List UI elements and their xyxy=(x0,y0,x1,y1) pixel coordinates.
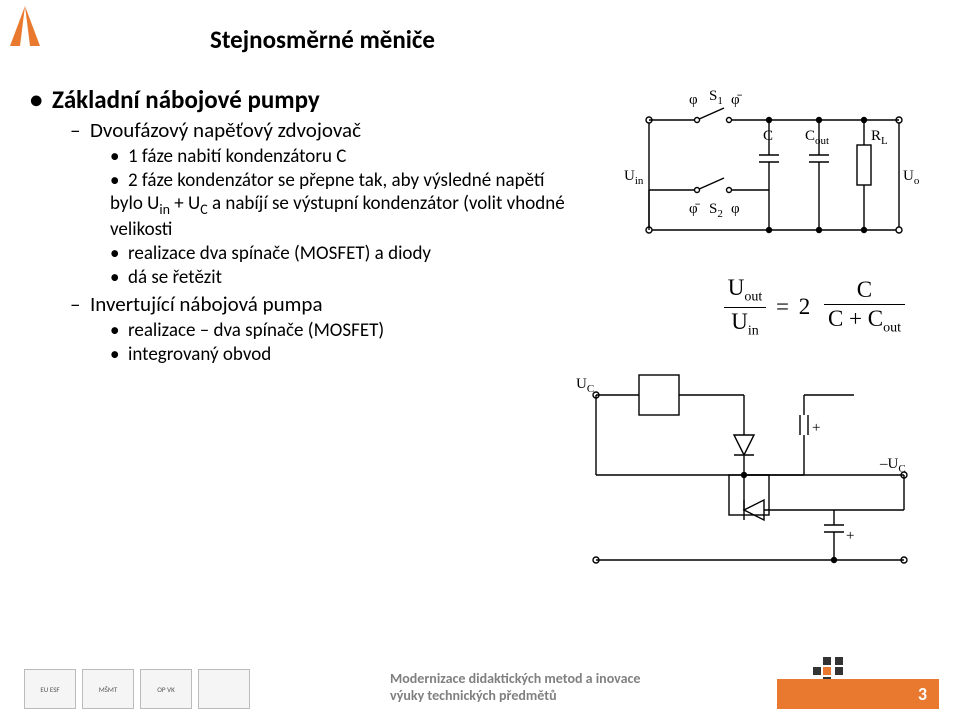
svg-text:Uin: Uin xyxy=(624,168,644,187)
l2b-text: Invertující nábojová pumpa xyxy=(90,291,323,317)
l3d-text: dá se řetězit xyxy=(128,266,222,289)
l3f-text: integrovaný obvod xyxy=(128,343,271,366)
svg-text:φ: φ xyxy=(731,201,740,217)
svg-text:+: + xyxy=(846,528,854,544)
svg-text:–UC: –UC xyxy=(879,456,906,475)
corner-logo xyxy=(0,0,50,52)
page-number: 3 xyxy=(777,679,939,709)
bullet-l1: •Základní nábojové pumpy xyxy=(30,84,570,115)
l3b-mid: + U xyxy=(170,192,200,215)
bullet-l2a: –Dvoufázový napěťový zdvojovač xyxy=(70,117,570,143)
svg-text:φ: φ xyxy=(689,92,698,108)
bullet-l3c: •realizace dva spínače (MOSFET) a diody xyxy=(110,242,570,265)
svg-text:S1: S1 xyxy=(709,88,723,107)
l3b-sub1: in xyxy=(159,201,170,218)
circuit-diagram-2: + + xyxy=(574,360,924,590)
footer-logo-esf: EU ESF xyxy=(24,669,76,709)
footer-logo-opvk: OP VK xyxy=(140,669,192,709)
footer: EU ESF MŠMT OP VK Modernizace didaktický… xyxy=(0,657,959,717)
svg-text:RL: RL xyxy=(871,128,888,147)
footer-logo-msmt: MŠMT xyxy=(82,669,134,709)
bullet-l3f: •integrovaný obvod xyxy=(110,343,570,366)
svg-text:Cout: Cout xyxy=(805,128,829,147)
l2a-text: Dvoufázový napěťový zdvojovač xyxy=(90,117,361,143)
footer-logos: EU ESF MŠMT OP VK xyxy=(24,669,250,709)
l1-text: Základní nábojové pumpy xyxy=(52,84,320,115)
footer-line1: Modernizace didaktických metod a inovace xyxy=(390,670,640,687)
svg-text:+: + xyxy=(812,420,820,436)
svg-text:S2: S2 xyxy=(709,201,723,220)
l3b-sub2: C xyxy=(200,201,207,218)
svg-text:Uout: Uout xyxy=(903,168,919,187)
content-block: •Základní nábojové pumpy –Dvoufázový nap… xyxy=(30,80,570,367)
svg-text:φ̄: φ̄ xyxy=(731,92,743,108)
bullet-l3a: •1 fáze nabití kondenzátoru C xyxy=(110,145,570,168)
footer-line2: výuky technických předmětů xyxy=(390,687,557,704)
svg-text:C: C xyxy=(763,128,773,144)
circuit-diagram-1: Uin Uout C Cout RL S1 S2 φ φ̄ φ̄ φ xyxy=(619,80,919,260)
footer-logo-blank xyxy=(198,669,250,709)
bullet-l3e: •realizace – dva spínače (MOSFET) xyxy=(110,319,570,342)
bullet-l2b: –Invertující nábojová pumpa xyxy=(70,291,570,317)
footer-text: Modernizace didaktických metod a inovace… xyxy=(390,671,640,705)
svg-text:UC: UC xyxy=(576,376,594,395)
bullet-l3b: •2 fáze kondenzátor se přepne tak, aby v… xyxy=(110,169,570,241)
l3a-text: 1 fáze nabití kondenzátoru C xyxy=(128,145,346,168)
l3c-text: realizace dva spínače (MOSFET) a diody xyxy=(128,242,431,265)
svg-text:φ̄: φ̄ xyxy=(689,201,701,217)
l3e-text: realizace – dva spínače (MOSFET) xyxy=(128,319,384,342)
bullet-l3d: •dá se řetězit xyxy=(110,266,570,289)
slide-title: Stejnosměrné měniče xyxy=(210,24,435,55)
formula: Uout Uin = 2 C C + Cout xyxy=(720,275,909,339)
